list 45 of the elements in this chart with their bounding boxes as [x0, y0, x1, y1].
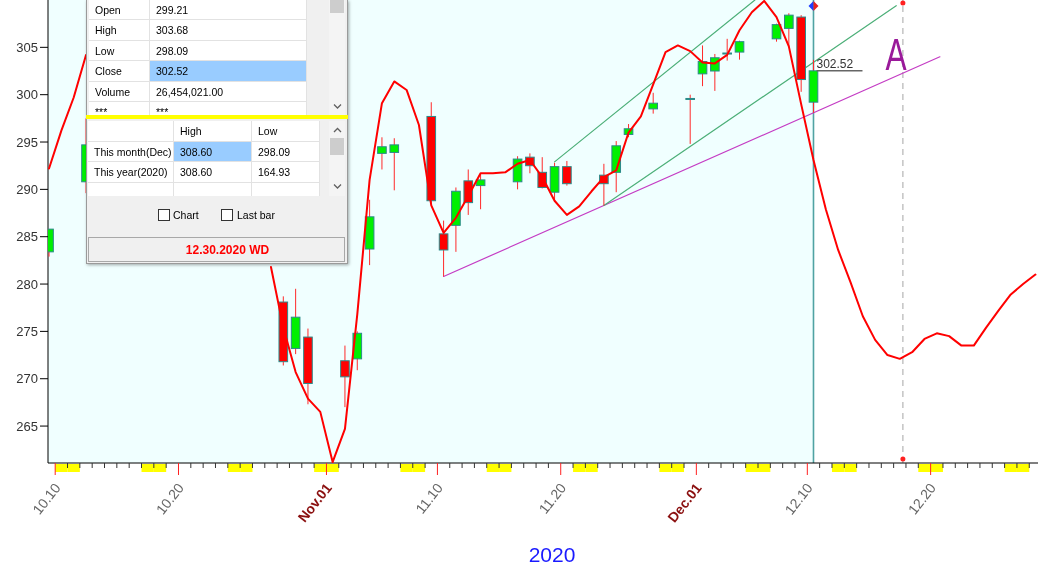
annotation: 298.09	[252, 141, 320, 162]
annotation: 12.30.2020 WD	[88, 237, 345, 262]
annotation: 26,454,021.00	[150, 81, 307, 102]
x-axis-title: 2020	[528, 543, 576, 564]
annotation: 303.68	[150, 20, 307, 41]
candlestick	[340, 345, 350, 408]
y-tick-label: 265	[16, 418, 38, 434]
annotation: A	[885, 29, 907, 80]
y-tick-label: 295	[16, 134, 38, 150]
annotation: Low	[252, 121, 320, 142]
y-tick-label: 280	[16, 276, 38, 292]
y-tick-label: 300	[16, 87, 38, 103]
annotation: Low	[89, 40, 150, 61]
annotation: This month(Dec)	[88, 141, 174, 162]
annotation: Chart	[173, 208, 199, 222]
annotation: Close	[89, 61, 150, 82]
annotation: High	[89, 20, 150, 41]
candlestick	[377, 136, 387, 170]
candlestick	[722, 38, 732, 62]
candlestick	[475, 173, 486, 210]
annotation: 298.09	[150, 40, 307, 61]
annotation: 302.52	[816, 56, 854, 71]
annotation: This year(2020)	[88, 162, 174, 183]
annotation: Last bar	[237, 208, 275, 222]
y-tick-label: 290	[16, 181, 38, 197]
candlestick	[648, 92, 659, 115]
annotation: 164.93	[252, 162, 320, 183]
annotation: ***	[94, 105, 109, 117]
y-tick-label: 270	[16, 371, 38, 387]
annotation: Open	[89, 0, 150, 20]
y-tick-label: 285	[16, 229, 38, 245]
annotation: High	[174, 121, 252, 142]
candlestick	[512, 155, 523, 190]
selected-cell: 308.60	[174, 141, 252, 162]
selected-cell: 302.52	[150, 61, 307, 82]
candlestick	[562, 160, 572, 187]
candlestick	[685, 94, 696, 145]
y-tick-label: 275	[16, 324, 38, 340]
candlestick	[438, 220, 449, 277]
annotation: 299.21	[150, 0, 307, 20]
candlestick	[389, 137, 400, 191]
y-tick-label: 305	[16, 39, 38, 55]
annotation: ***	[155, 105, 170, 117]
annotation: Volume	[89, 81, 150, 102]
annotation: 308.60	[174, 162, 252, 183]
